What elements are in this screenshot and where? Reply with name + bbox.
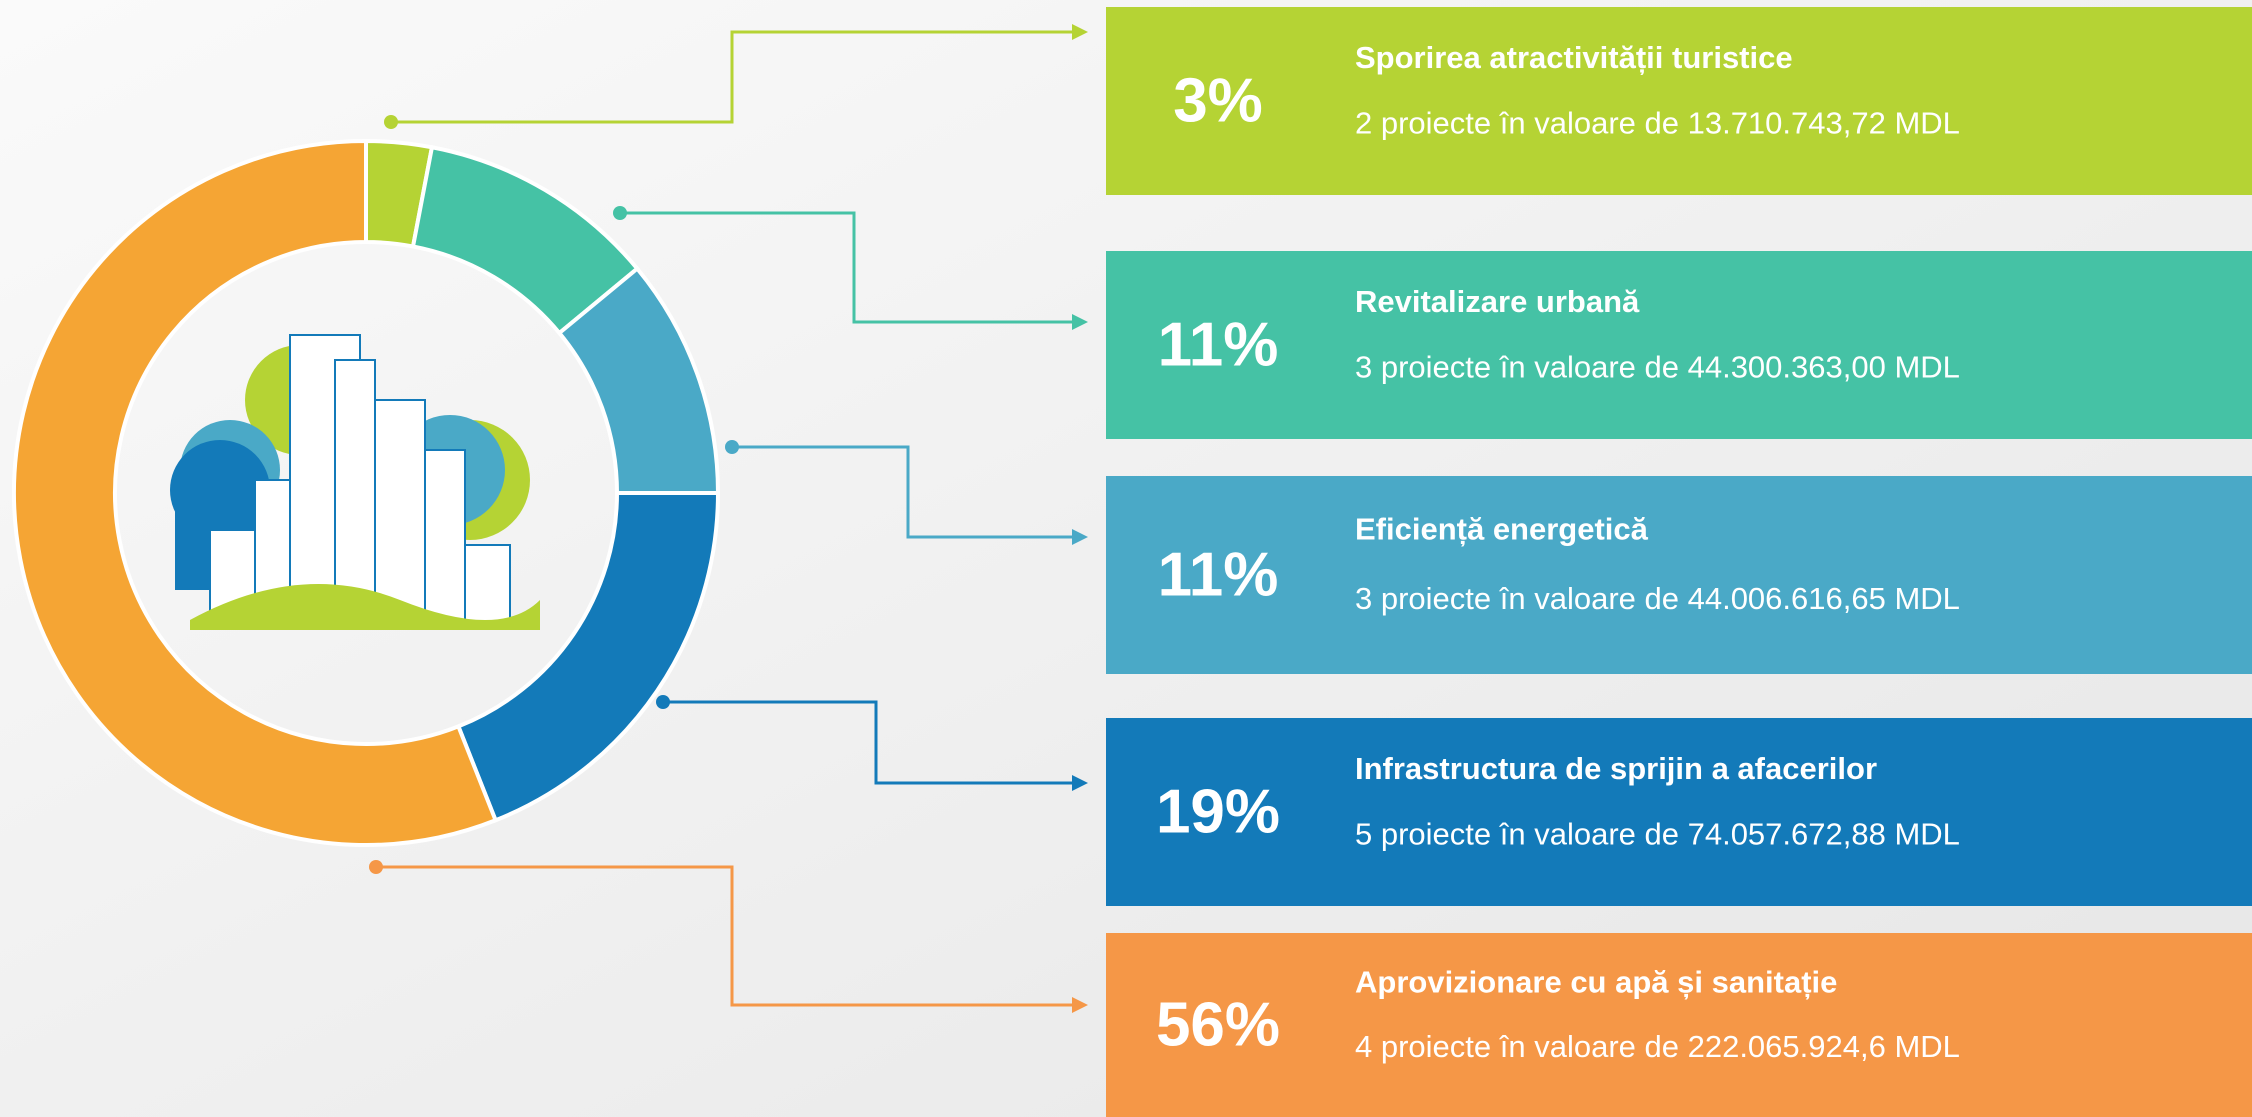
percent-label: 3% [1173,66,1263,135]
infographic: 3% Sporirea atractivității turistice 2 pro… [0,0,2252,1117]
percent-label: 19% [1156,777,1280,846]
percent-label: 56% [1156,990,1280,1059]
category-title: Revitalizare urbană [1355,284,1640,319]
category-box [1106,7,2252,195]
category-detail: 2 proiecte în valoare de 13.710.743,72 M… [1355,106,1960,141]
category-title: Aprovizionare cu apă și sanitație [1355,965,1837,1000]
connector-dot [384,115,398,129]
connector-dot [369,860,383,874]
category-title: Eficiență energetică [1355,512,1649,547]
category-title: Infrastructura de sprijin a afacerilor [1355,751,1877,786]
percent-label: 11% [1158,310,1279,379]
connector-dot [613,206,627,220]
connector-dot [656,695,670,709]
category-detail: 4 proiecte în valoare de 222.065.924,6 M… [1355,1029,1960,1064]
category-title: Sporirea atractivității turistice [1355,40,1793,75]
category-detail: 5 proiecte în valoare de 74.057.672,88 M… [1355,817,1960,852]
connector-dot [725,440,739,454]
category-detail: 3 proiecte în valoare de 44.300.363,00 M… [1355,350,1960,385]
category-detail: 3 proiecte în valoare de 44.006.616,65 M… [1355,581,1960,616]
percent-label: 11% [1158,540,1279,609]
